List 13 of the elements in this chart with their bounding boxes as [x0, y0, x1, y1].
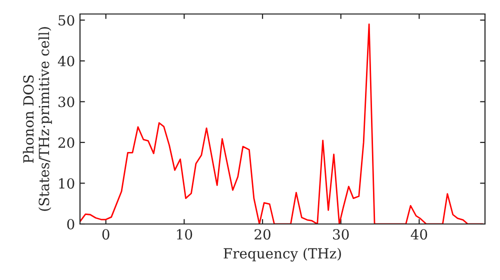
y-tick-label: 20 [58, 137, 74, 148]
y-tick-label: 50 [58, 15, 74, 26]
y-tick-label: 0 [67, 218, 74, 230]
y-axis-title: Phonon DOS (States/THz·primitive cell) [22, 27, 52, 211]
x-axis-title: Frequency (THz) [224, 248, 341, 262]
y-tick-label: 30 [58, 96, 74, 108]
x-tick-label: 40 [410, 229, 428, 240]
x-tick-label: 20 [254, 229, 270, 240]
y-tick-label: 10 [59, 178, 74, 189]
x-tick-label: 0 [102, 229, 110, 240]
x-tick-label: 10 [177, 229, 192, 240]
y-tick-label: 40 [58, 56, 74, 66]
x-tick-label: 30 [333, 229, 349, 240]
